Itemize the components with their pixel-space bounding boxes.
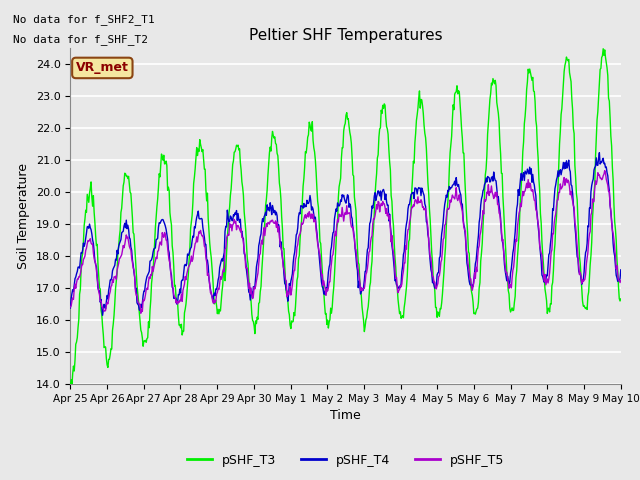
pSHF_T4 — [596, 150, 604, 156]
pSHF_T5 — [77, 271, 84, 277]
pSHF_T3 — [219, 282, 227, 288]
pSHF_T3 — [134, 290, 141, 296]
pSHF_T3 — [67, 383, 74, 388]
pSHF_T5 — [429, 274, 437, 280]
pSHF_T4 — [99, 312, 106, 318]
pSHF_T3 — [413, 112, 421, 118]
Text: VR_met: VR_met — [76, 61, 129, 74]
pSHF_T4 — [67, 305, 74, 311]
Line: pSHF_T5: pSHF_T5 — [70, 170, 621, 313]
pSHF_T5 — [190, 249, 198, 255]
X-axis label: Time: Time — [330, 409, 361, 422]
pSHF_T5 — [67, 304, 74, 310]
pSHF_T3 — [68, 383, 76, 388]
pSHF_T3 — [617, 296, 625, 302]
pSHF_T4 — [429, 279, 437, 285]
pSHF_T3 — [77, 266, 85, 272]
Text: No data for f_SHF2_T1: No data for f_SHF2_T1 — [13, 14, 154, 25]
pSHF_T5 — [137, 311, 145, 316]
Line: pSHF_T3: pSHF_T3 — [70, 49, 621, 385]
Text: No data for f_SHF_T2: No data for f_SHF_T2 — [13, 34, 148, 45]
pSHF_T3 — [429, 276, 437, 282]
pSHF_T4 — [413, 191, 421, 197]
Title: Peltier SHF Temperatures: Peltier SHF Temperatures — [249, 28, 442, 43]
pSHF_T4 — [190, 234, 198, 240]
pSHF_T5 — [413, 201, 421, 206]
pSHF_T5 — [133, 292, 141, 298]
pSHF_T4 — [219, 258, 227, 264]
pSHF_T4 — [134, 301, 141, 307]
pSHF_T3 — [599, 46, 607, 52]
pSHF_T4 — [77, 258, 84, 264]
pSHF_T4 — [617, 267, 625, 273]
pSHF_T3 — [190, 180, 198, 186]
pSHF_T5 — [219, 268, 227, 274]
Line: pSHF_T4: pSHF_T4 — [70, 153, 621, 315]
pSHF_T5 — [617, 277, 625, 283]
Legend: pSHF_T3, pSHF_T4, pSHF_T5: pSHF_T3, pSHF_T4, pSHF_T5 — [182, 449, 509, 472]
Y-axis label: Soil Temperature: Soil Temperature — [17, 163, 30, 269]
pSHF_T5 — [601, 168, 609, 173]
